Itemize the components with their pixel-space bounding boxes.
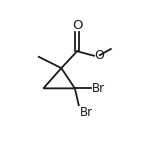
Text: O: O [94, 49, 104, 62]
Text: Br: Br [92, 82, 105, 95]
Text: Br: Br [80, 106, 93, 119]
Text: O: O [72, 19, 82, 32]
